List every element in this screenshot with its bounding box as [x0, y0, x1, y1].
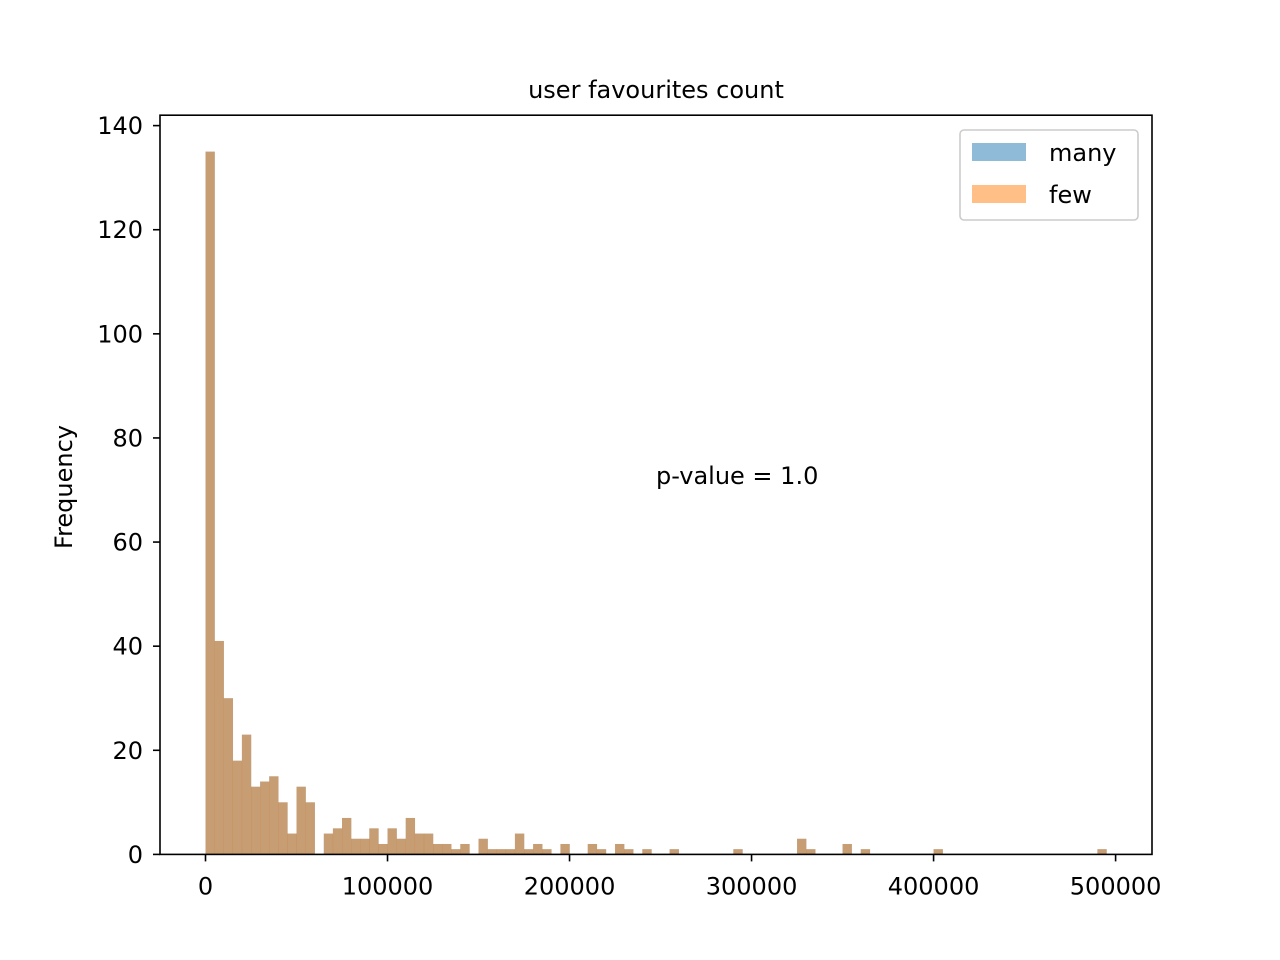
chart-title: user favourites count	[528, 76, 784, 104]
y-tick-label: 0	[128, 841, 143, 869]
y-tick-label: 140	[97, 112, 143, 140]
legend-label-many: many	[1049, 139, 1117, 167]
bar-few-43	[596, 849, 607, 855]
bar-few-33	[505, 849, 516, 855]
y-tick-label: 100	[97, 320, 143, 348]
bar-few-15	[342, 817, 352, 855]
x-tick-label: 0	[198, 872, 213, 900]
bar-few-65	[797, 838, 807, 855]
bar-few-48	[642, 849, 652, 855]
x-tick-label: 200000	[524, 872, 616, 900]
x-axis: 0 100000 200000 300000 400000 500000	[198, 854, 1162, 900]
bar-few-45	[615, 843, 625, 855]
bar-few-1	[214, 640, 224, 855]
p-value-annotation: p-value = 1.0	[656, 462, 818, 490]
x-tick-label: 500000	[1070, 872, 1162, 900]
bar-few-58	[733, 849, 743, 855]
legend-swatch-many	[972, 143, 1026, 161]
bar-few-0	[205, 151, 215, 855]
bar-few-72	[860, 849, 871, 855]
bar-few-46	[624, 849, 634, 855]
y-axis: 0 20 40 60 80 100 120 140	[97, 112, 160, 869]
bar-few-5	[251, 786, 261, 855]
y-tick-label: 40	[112, 633, 143, 661]
bar-few-98	[1097, 849, 1107, 855]
y-axis-label: Frequency	[50, 425, 78, 549]
x-tick-label: 300000	[706, 872, 798, 900]
bar-few-3	[232, 760, 243, 855]
y-tick-label: 60	[112, 529, 143, 557]
legend: many few	[959, 129, 1139, 221]
bar-few-70	[842, 843, 852, 855]
legend-swatch-few	[972, 185, 1026, 203]
bar-few-17	[360, 838, 370, 855]
bar-few-11	[305, 802, 315, 855]
bar-few-22	[405, 817, 416, 855]
legend-label-few: few	[1049, 181, 1092, 209]
bar-few-2	[223, 698, 234, 855]
y-tick-label: 20	[112, 737, 143, 765]
bar-few-37	[542, 849, 552, 855]
bar-few-20	[387, 828, 397, 855]
bar-few-32	[496, 849, 507, 855]
bar-few-7	[269, 776, 279, 855]
x-tick-label: 400000	[888, 872, 980, 900]
bar-few-35	[524, 849, 534, 855]
bar-few-4	[241, 734, 252, 855]
bar-few-13	[323, 833, 334, 855]
bar-few-34	[514, 833, 525, 855]
bar-few-18	[369, 828, 379, 855]
x-tick-label: 100000	[342, 872, 434, 900]
bar-few-31	[487, 849, 497, 855]
bar-few-14	[332, 828, 343, 855]
bar-few-27	[451, 849, 461, 855]
bar-few-19	[378, 843, 388, 855]
bar-few-24	[423, 833, 434, 855]
bar-few-42	[587, 843, 598, 855]
y-tick-label: 120	[97, 216, 143, 244]
bar-few-80	[933, 849, 943, 855]
bar-few-8	[278, 802, 288, 855]
bar-few-28	[460, 843, 470, 855]
bar-few-23	[414, 833, 425, 855]
y-tick-label: 80	[112, 424, 143, 452]
bar-few-66	[806, 849, 816, 855]
bar-few-25	[433, 843, 443, 855]
bars-layer	[205, 151, 1107, 855]
bar-few-30	[478, 838, 488, 855]
bar-few-39	[560, 843, 570, 855]
bar-few-10	[296, 786, 306, 855]
bar-few-26	[442, 843, 452, 855]
plot-frame	[159, 114, 1153, 856]
bar-few-9	[287, 833, 297, 855]
bar-few-16	[351, 838, 361, 855]
bar-few-36	[533, 843, 543, 855]
bar-few-51	[669, 849, 679, 855]
bar-few-21	[396, 838, 406, 855]
bar-few-6	[260, 781, 270, 855]
